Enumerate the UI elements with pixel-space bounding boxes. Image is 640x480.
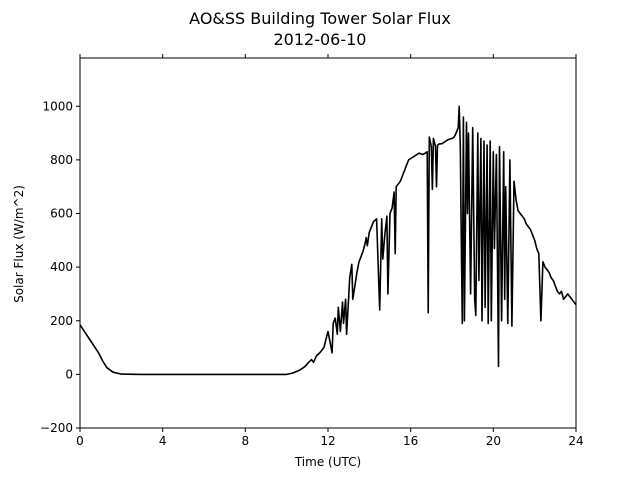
y-tick-label: 800 — [50, 153, 73, 167]
x-tick-label: 8 — [242, 434, 250, 448]
y-tick-label: −200 — [40, 421, 73, 435]
plot-frame — [79, 57, 577, 429]
chart-title: AO&SS Building Tower Solar Flux — [189, 9, 451, 28]
y-tick-label: 200 — [50, 314, 73, 328]
y-axis-label: Solar Flux (W/m^2) — [12, 185, 26, 303]
x-tick-label: 4 — [159, 434, 167, 448]
y-axis-label-group: Solar Flux (W/m^2) — [12, 185, 26, 303]
plot-layer — [79, 105, 577, 376]
x-tick-label: 0 — [76, 434, 84, 448]
x-tick-label: 16 — [403, 434, 418, 448]
x-axis-label: Time (UTC) — [294, 455, 361, 469]
chart-subtitle: 2012-06-10 — [274, 30, 367, 49]
x-tick-label: 12 — [320, 434, 335, 448]
y-tick-label: 1000 — [42, 99, 73, 113]
solar-flux-series-line — [79, 105, 577, 376]
y-tick-label: 0 — [65, 367, 73, 381]
x-tick-label: 24 — [568, 434, 583, 448]
y-tick-label: 400 — [50, 260, 73, 274]
y-tick-label: 600 — [50, 207, 73, 221]
x-tick-label: 20 — [486, 434, 501, 448]
